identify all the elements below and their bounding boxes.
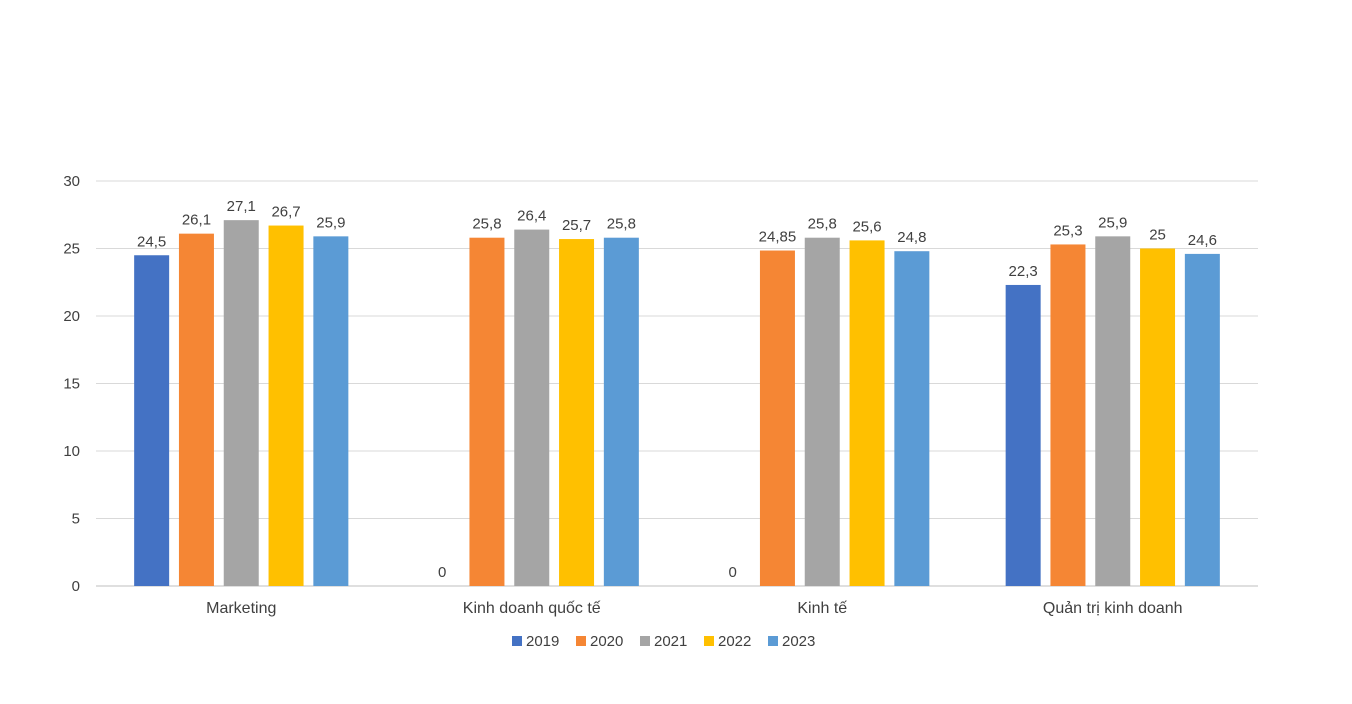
legend-label: 2019 — [526, 633, 559, 650]
bar-series — [134, 220, 1220, 587]
bar-2022 — [559, 239, 595, 587]
legend-label: 2023 — [782, 633, 815, 650]
bar-2023 — [894, 251, 930, 586]
bar-2020 — [759, 250, 795, 586]
data-label: 24,85 — [759, 229, 797, 246]
y-tick-label: 30 — [63, 173, 80, 190]
bar-2022 — [1140, 248, 1176, 586]
data-label: 26,1 — [182, 212, 211, 229]
data-label: 25,8 — [472, 216, 501, 233]
bar-2022 — [849, 240, 885, 586]
legend-swatch-2021 — [640, 636, 650, 646]
legend-label: 2022 — [718, 633, 751, 650]
legend-swatch-2022 — [704, 636, 714, 646]
legend-swatch-2019 — [512, 636, 522, 646]
data-label: 25,8 — [808, 216, 837, 233]
y-tick-label: 10 — [63, 443, 80, 460]
bar-2020 — [469, 237, 505, 586]
x-axis-categories: Marketing Kinh doanh quốc tế Kinh tế Quản t… — [206, 600, 1182, 617]
data-label: 0 — [438, 564, 446, 581]
bar-2021 — [223, 220, 259, 586]
data-label: 0 — [728, 564, 736, 581]
y-tick-label: 15 — [63, 376, 80, 393]
data-label: 27,1 — [227, 198, 256, 215]
y-axis-ticks: 0 5 10 15 20 25 30 — [63, 173, 80, 595]
data-label: 24,8 — [897, 229, 926, 246]
bar-2021 — [514, 229, 550, 586]
legend-label: 2020 — [590, 633, 623, 650]
bar-2019 — [134, 255, 170, 586]
bar-2023 — [1184, 253, 1220, 586]
bar-2021 — [1095, 236, 1131, 586]
bar-2023 — [313, 236, 349, 586]
y-tick-label: 0 — [72, 578, 80, 595]
x-category-label: Kinh tế — [797, 600, 847, 617]
data-label: 25,9 — [1098, 214, 1127, 231]
x-category-label: Quản trị kinh doanh — [1043, 600, 1183, 617]
data-label: 25,3 — [1053, 222, 1082, 239]
bar-2021 — [804, 237, 840, 586]
bar-2023 — [603, 237, 639, 586]
data-label: 24,5 — [137, 233, 166, 250]
data-label: 26,7 — [271, 204, 300, 221]
y-tick-label: 20 — [63, 308, 80, 325]
legend: 2019 2020 2021 2022 2023 — [512, 633, 815, 650]
x-category-label: Marketing — [206, 600, 276, 617]
data-label: 25,7 — [562, 217, 591, 234]
bar-2020 — [178, 233, 214, 586]
data-label: 24,6 — [1188, 232, 1217, 249]
bar-2022 — [268, 225, 304, 587]
data-label: 25,9 — [316, 214, 345, 231]
bar-2019 — [1005, 284, 1041, 586]
y-tick-label: 25 — [63, 241, 80, 258]
legend-label: 2021 — [654, 633, 687, 650]
legend-swatch-2020 — [576, 636, 586, 646]
data-label: 22,3 — [1009, 263, 1038, 280]
y-tick-label: 5 — [72, 511, 80, 528]
x-category-label: Kinh doanh quốc tế — [463, 600, 601, 617]
data-label: 26,4 — [517, 208, 546, 225]
data-label: 25 — [1149, 227, 1166, 244]
bar-2020 — [1050, 244, 1086, 586]
data-label: 25,6 — [852, 218, 881, 235]
legend-swatch-2023 — [768, 636, 778, 646]
data-label: 25,8 — [607, 216, 636, 233]
data-labels: 24,5 26,1 27,1 26,7 25,9 0 25,8 26,4 25,7 25,8 0 24… — [137, 198, 1217, 581]
